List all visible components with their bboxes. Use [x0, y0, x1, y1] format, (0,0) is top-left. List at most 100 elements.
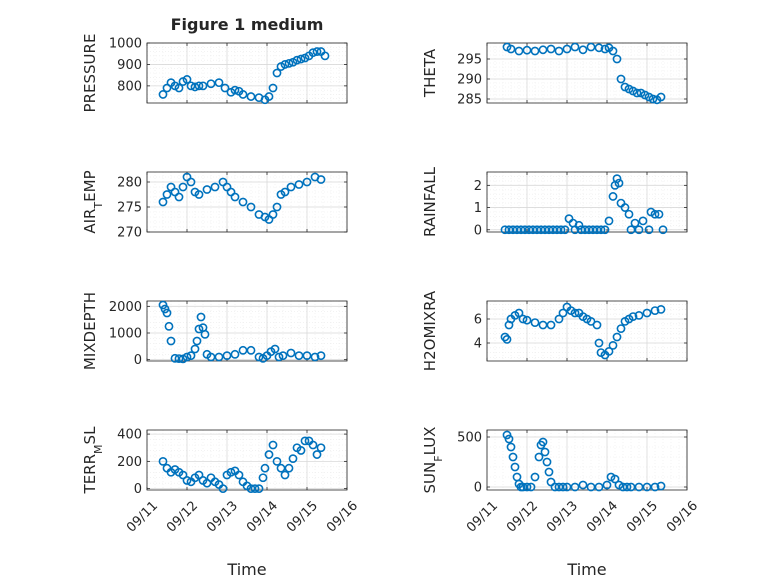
- data-point: [272, 68, 282, 78]
- data-point: [158, 197, 168, 207]
- data-point: [540, 447, 550, 457]
- data-point: [286, 182, 296, 192]
- data-point: [246, 345, 256, 355]
- data-point: [246, 92, 256, 101]
- data-point: [280, 187, 290, 197]
- data-point: [604, 346, 614, 356]
- y-axis-label-rest: EMP: [81, 170, 99, 201]
- data-point: [526, 482, 536, 492]
- data-point: [246, 202, 256, 212]
- x-tick-label: 09/15: [284, 498, 321, 535]
- data-point: [316, 351, 326, 361]
- data-point: [658, 225, 668, 235]
- y-axis-label: TERRMSL: [81, 426, 105, 495]
- y-axis-label: SUNFLUX: [421, 427, 445, 494]
- data-point: [250, 484, 260, 494]
- x-tick-label: 09/16: [664, 498, 701, 535]
- subplot-sun-flux: 0 500 09/11 09/12 09/13 09/14 09/15 09/16 SUNFLU…: [421, 427, 701, 579]
- data-point: [518, 314, 528, 324]
- data-point: [612, 54, 622, 64]
- y-tick-label: 2: [474, 179, 482, 194]
- y-tick-label: 200: [117, 455, 142, 470]
- data-point: [508, 225, 518, 235]
- data-point: [554, 46, 564, 56]
- data-point: [254, 484, 264, 494]
- data-point: [634, 310, 644, 320]
- data-point: [308, 48, 318, 58]
- data-point: [230, 349, 240, 359]
- y-axis-label: PRESSURE: [81, 34, 99, 113]
- data-point: [542, 457, 552, 467]
- data-point: [300, 436, 310, 446]
- data-point: [296, 446, 306, 455]
- data-point: [194, 190, 204, 199]
- data-point: [230, 85, 240, 95]
- data-point: [186, 351, 196, 361]
- x-tick-label: 09/14: [584, 498, 621, 535]
- data-point: [622, 482, 632, 492]
- data-point: [554, 314, 564, 324]
- data-point: [558, 308, 568, 318]
- y-tick-label: 285: [457, 93, 482, 108]
- data-point: [226, 467, 236, 477]
- data-point: [194, 324, 204, 334]
- series-points: [500, 174, 668, 235]
- data-point: [270, 344, 280, 354]
- data-point: [560, 225, 570, 235]
- data-point: [194, 81, 204, 91]
- data-point: [190, 344, 200, 354]
- data-point: [182, 476, 192, 485]
- subplot-pressure: 800 900 1000 PRESSURE Figure 1 medium: [81, 15, 348, 113]
- y-tick-label: 800: [117, 79, 142, 94]
- data-point: [522, 45, 532, 55]
- data-point: [642, 308, 652, 318]
- data-point: [258, 473, 268, 483]
- y-tick-label: 280: [117, 176, 142, 191]
- data-point: [638, 216, 648, 226]
- data-point: [272, 456, 282, 466]
- data-point: [608, 192, 618, 201]
- data-point: [654, 209, 664, 219]
- subplot-theta: 285 290 295 THETA: [421, 42, 688, 108]
- minor-grid: [487, 42, 687, 104]
- data-point: [602, 480, 612, 490]
- data-point: [174, 354, 184, 363]
- subplot-h2omixra: 4 6 H2OMIXRA: [421, 290, 688, 371]
- data-point: [506, 44, 516, 54]
- data-point: [616, 324, 626, 333]
- data-point: [218, 484, 228, 494]
- axes-box: [486, 429, 688, 491]
- data-point: [570, 42, 580, 52]
- data-point: [194, 470, 204, 480]
- data-point: [254, 352, 264, 362]
- data-point: [310, 352, 320, 362]
- x-tick-label: 09/15: [624, 498, 661, 535]
- data-point: [616, 198, 626, 208]
- data-point: [200, 329, 210, 339]
- data-point: [192, 336, 202, 346]
- y-tick-label: 6: [474, 313, 482, 328]
- data-point: [616, 74, 626, 84]
- axes-box: [146, 300, 348, 362]
- data-point: [268, 440, 278, 450]
- data-point: [234, 470, 244, 480]
- data-point: [190, 82, 200, 92]
- data-point: [312, 450, 322, 459]
- data-point: [202, 185, 212, 194]
- data-point: [202, 478, 212, 488]
- data-point: [650, 209, 660, 219]
- data-point: [594, 482, 604, 492]
- data-point: [222, 351, 232, 361]
- data-point: [570, 308, 580, 318]
- data-point: [278, 351, 288, 361]
- series-points: [158, 47, 330, 105]
- data-point: [502, 334, 512, 344]
- data-point: [594, 43, 604, 53]
- y-axis-label-subscript: F: [432, 455, 445, 461]
- data-point: [162, 190, 172, 199]
- series-points: [158, 300, 326, 364]
- data-point: [320, 51, 330, 61]
- data-point: [614, 178, 624, 188]
- data-point: [578, 480, 588, 490]
- data-point: [206, 79, 216, 89]
